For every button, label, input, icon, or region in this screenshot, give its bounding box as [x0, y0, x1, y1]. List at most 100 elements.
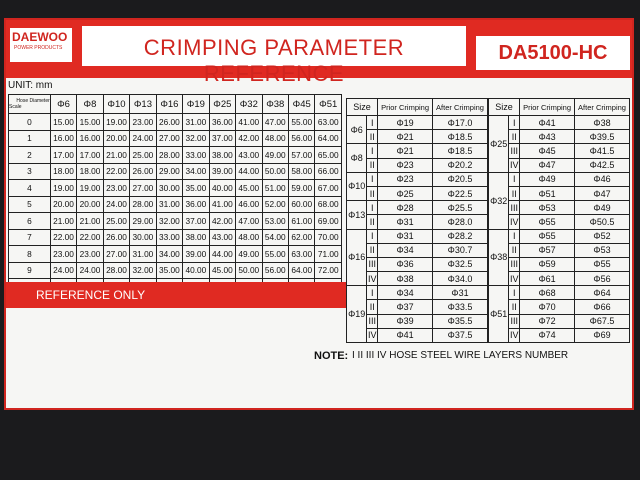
table-row: II Φ21 Φ18.5: [347, 129, 488, 145]
cell: 45.00: [235, 179, 263, 197]
cell: 49.00: [261, 146, 290, 164]
cell: Φ53: [574, 242, 630, 258]
cell: Φ55: [519, 214, 576, 230]
cell: Φ31: [377, 228, 434, 244]
cell: III: [508, 256, 521, 273]
cell: Φ70: [519, 299, 576, 315]
table-row: 7 22.00 22.00 26.00 30.00 33.00 38.00 43.00 48.0…: [8, 228, 342, 246]
cell: 71.00: [314, 245, 342, 263]
title: CRIMPING PARAMETER REFERENCE: [143, 35, 405, 86]
table-row: 4 19.00 19.00 23.00 27.00 30.00 35.00 40.00 45.0…: [8, 179, 342, 197]
cell: Φ59: [519, 256, 576, 273]
cell: 40.00: [208, 179, 237, 197]
cell: Φ57: [519, 242, 576, 258]
cell: Φ22.5: [432, 185, 488, 202]
brand-sub: POWER PRODUCTS: [14, 45, 63, 51]
cell: Φ49: [519, 171, 576, 187]
cell: Φ17.0: [432, 114, 488, 131]
size-cell: Φ6: [345, 114, 368, 145]
cell: I: [508, 114, 521, 131]
table-row: II Φ57 Φ53: [489, 242, 630, 258]
cell: I: [366, 285, 379, 301]
size-cell: Φ16: [345, 228, 368, 287]
cell: 26.00: [102, 228, 131, 246]
header-row: Hose Diameter Scale Φ6 Φ8 Φ10 Φ13 Φ16 Φ19 Φ25 Φ32…: [8, 94, 342, 114]
table-row: 2 17.00 17.00 21.00 25.00 28.00 33.00 38.00 43.0…: [8, 146, 342, 164]
size-cell: Φ32: [487, 171, 510, 230]
cell: 39.00: [182, 245, 210, 263]
cell: III: [508, 200, 521, 216]
table-row: IV Φ74 Φ69: [489, 327, 630, 344]
cell: 41.00: [208, 195, 237, 213]
cell: IV: [508, 271, 521, 287]
cell: 66.00: [314, 162, 342, 180]
cell: Φ20.2: [432, 157, 488, 173]
table-row: II Φ37 Φ33.5: [347, 299, 488, 315]
cell: 17.00: [76, 146, 104, 164]
cell: I: [366, 200, 379, 216]
cell: 52.00: [261, 195, 290, 213]
cell: 63.00: [314, 113, 342, 131]
table-row: III Φ53 Φ49: [489, 200, 630, 216]
note-text: I II III IV HOSE STEEL WIRE LAYERS NUMBE…: [352, 350, 569, 361]
size-cell: Φ13: [345, 200, 368, 230]
cell: 21.00: [102, 146, 131, 164]
cell: 38.00: [182, 228, 210, 246]
cell: 25.00: [129, 146, 157, 164]
column-header: Φ25: [208, 94, 237, 114]
table-row: III Φ72 Φ67.5: [489, 313, 630, 329]
cell: Φ37.5: [432, 327, 488, 344]
cell: Φ31: [377, 214, 434, 230]
column-header: Φ13: [129, 94, 157, 114]
table-row: II Φ34 Φ30.7: [347, 242, 488, 258]
cell: 58.00: [287, 162, 316, 180]
cell: 34.00: [155, 245, 184, 263]
cell: Φ28.2: [432, 228, 488, 244]
cell: 29.00: [155, 162, 184, 180]
cell: 28.00: [102, 261, 131, 279]
cell: 30.00: [129, 228, 157, 246]
cell: II: [508, 185, 521, 202]
cell: Φ67.5: [574, 313, 630, 329]
cell: 61.00: [287, 212, 316, 230]
cell: Φ25: [377, 185, 434, 202]
cell: 28.00: [155, 146, 184, 164]
cell: Φ41: [377, 327, 434, 344]
cell: 45.00: [208, 261, 237, 279]
size-table: Size Prior Crimping After Crimping Φ25 I Φ41 Φ…: [487, 98, 630, 344]
cell: II: [366, 214, 379, 230]
table-row: III Φ45 Φ41.5: [489, 143, 630, 159]
row-label: 4: [8, 179, 51, 197]
cell: Φ18.5: [432, 129, 488, 145]
cell: Φ32.5: [432, 256, 488, 273]
unit: UNIT: mm: [8, 80, 53, 91]
cell: 63.00: [287, 245, 316, 263]
cell: III: [508, 143, 521, 159]
cell: Φ25.5: [432, 200, 488, 216]
cell: 29.00: [129, 212, 157, 230]
cell: I: [366, 228, 379, 244]
cell: Φ51: [519, 185, 576, 202]
cell: III: [366, 313, 379, 329]
cell: Φ52: [574, 228, 630, 244]
table-row: 5 20.00 20.00 24.00 28.00 31.00 36.00 41.00 46.0…: [8, 195, 342, 213]
cell: 22.00: [76, 228, 104, 246]
column-header: Φ6: [49, 94, 78, 114]
cell: 16.00: [49, 129, 78, 147]
cell: Φ19: [377, 114, 434, 131]
cell: Φ41: [519, 114, 576, 131]
cell: Φ47: [574, 185, 630, 202]
cell: Φ72: [519, 313, 576, 329]
cell: III: [366, 256, 379, 273]
cell: 41.00: [235, 113, 263, 131]
cell: Φ34: [377, 242, 434, 258]
cell: Φ41.5: [574, 143, 630, 159]
size-cell: Φ8: [345, 143, 368, 173]
table-row: II Φ70 Φ66: [489, 299, 630, 315]
cell: II: [508, 242, 521, 258]
cell: 70.00: [314, 228, 342, 246]
cell: 24.00: [76, 261, 104, 279]
cell: Φ74: [519, 327, 576, 344]
cell: 60.00: [287, 195, 316, 213]
cell: Φ31: [432, 285, 488, 301]
